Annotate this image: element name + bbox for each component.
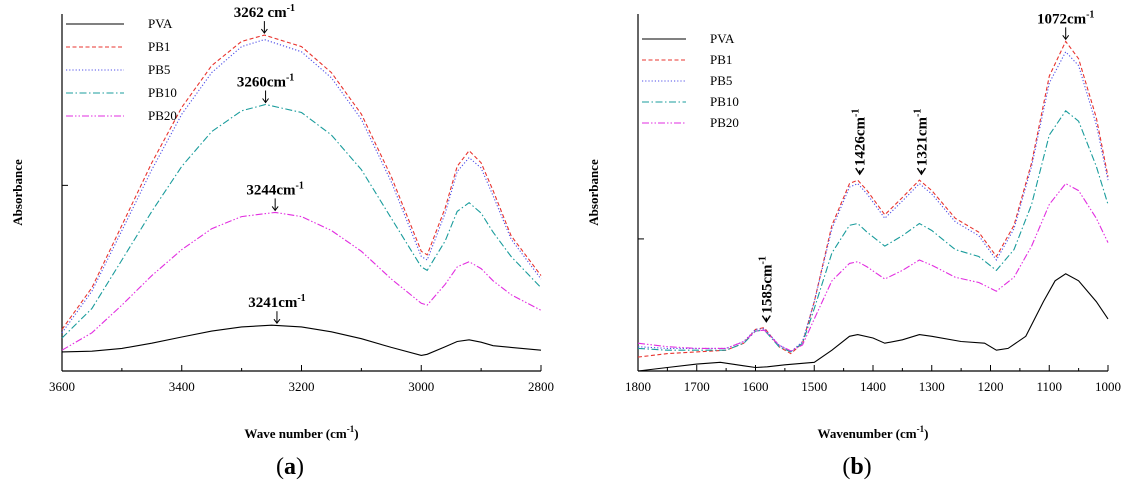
series-line-pb20 <box>637 182 1109 352</box>
series-line-pb1 <box>61 34 542 330</box>
x-axis-label: Wavenumber (cm-1) <box>818 424 929 441</box>
legend-label-pva: PVA <box>710 31 735 46</box>
x-tick-label: 1700 <box>684 379 710 394</box>
x-tick-label: 3000 <box>408 379 434 394</box>
annotation-arrowhead <box>273 318 281 325</box>
y-axis-label: Absorbance <box>10 159 25 226</box>
x-axis-label: Wave number (cm-1) <box>244 424 358 441</box>
annotation-arrowhead <box>271 206 279 212</box>
x-tick-label: 1400 <box>860 379 886 394</box>
x-tick-label: 1100 <box>1036 379 1062 394</box>
annotation-arrowhead <box>761 315 771 323</box>
panel-label: (b) <box>842 454 871 480</box>
panel-a-chart: 3600 3400 3200 3000 2800 Wave number (cm-1) Ab… <box>10 3 554 480</box>
series-line-pb1 <box>637 40 1109 358</box>
annotation-label: 1585cm-1 <box>757 256 775 314</box>
x-tick-label: 3400 <box>169 379 195 394</box>
panel-label: (a) <box>276 454 304 480</box>
annotation-label: 1426cm-1 <box>851 109 869 167</box>
legend-label-pb5: PB5 <box>710 73 732 88</box>
legend-label-pb20: PB20 <box>148 108 177 123</box>
x-tick-label: 3200 <box>289 379 315 394</box>
annotation-label: 3241cm-1 <box>248 293 306 311</box>
panel-b-chart: 1800 1700 1600 1500 1400 1300 1200 1100 1000 Wave… <box>586 9 1121 480</box>
legend-label-pb5: PB5 <box>148 62 170 77</box>
legend-label-pb1: PB1 <box>148 39 170 54</box>
series-line-pva <box>637 273 1109 372</box>
annotation-label: 1321cm-1 <box>912 109 930 167</box>
x-tick-label: 1500 <box>801 379 827 394</box>
series-line-pva <box>61 324 542 356</box>
annotation-arrowhead <box>1062 35 1070 41</box>
annotation-arrowhead <box>262 98 269 104</box>
x-tick-label: 1800 <box>625 379 651 394</box>
annotation-label: 3260cm-1 <box>237 73 295 91</box>
annotation-arrowhead <box>855 167 865 176</box>
legend-label-pva: PVA <box>148 16 173 31</box>
annotation-label: 3262 cm-1 <box>234 3 295 21</box>
annotation-label: 1072cm-1 <box>1037 9 1095 27</box>
legend-label-pb1: PB1 <box>710 52 732 67</box>
legend-label-pb10: PB10 <box>148 85 177 100</box>
legend-label-pb10: PB10 <box>710 94 739 109</box>
annotation-label: 3244cm-1 <box>246 180 304 198</box>
x-tick-label: 1200 <box>978 379 1004 394</box>
x-tick-label: 1000 <box>1095 379 1121 394</box>
x-tick-label: 3600 <box>49 379 75 394</box>
series-line-pb10 <box>61 103 542 339</box>
series-line-pb5 <box>637 50 1109 353</box>
annotation-arrowhead <box>260 28 268 34</box>
x-tick-label: 2800 <box>528 379 554 394</box>
legend-label-pb20: PB20 <box>710 115 739 130</box>
x-tick-label: 1600 <box>743 379 769 394</box>
y-axis-label: Absorbance <box>586 159 601 226</box>
annotation-arrowhead <box>916 167 926 176</box>
series-line-pb20 <box>61 211 542 351</box>
x-tick-label: 1300 <box>919 379 945 394</box>
